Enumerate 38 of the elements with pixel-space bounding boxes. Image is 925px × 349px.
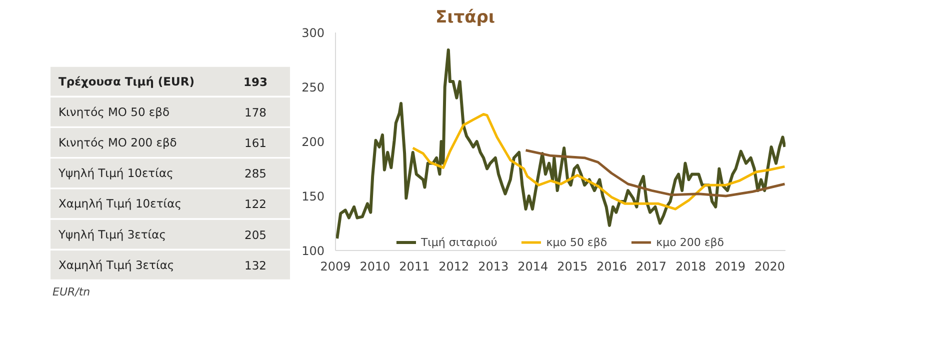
legend-label: κμο 50 εβδ <box>546 235 608 249</box>
data-label: 161 <box>244 136 266 150</box>
x-tick-label: 2011 <box>399 260 430 274</box>
x-tick-label: 2013 <box>478 260 509 274</box>
category-label: Υψηλή Τιμή 10ετίας <box>58 166 174 180</box>
data-label: 205 <box>244 228 266 242</box>
line-series <box>524 148 786 198</box>
legend-label: κμο 200 εβδ <box>656 235 724 249</box>
legend-label: Τιμή σιταριού <box>420 235 498 249</box>
x-tick-label: 2019 <box>714 260 746 274</box>
category-label: Χαμηλή Τιμή 10ετίας <box>58 196 182 211</box>
data-label: 132 <box>244 258 266 272</box>
x-tick-label: 2015 <box>557 260 588 274</box>
data-label: 285 <box>244 166 266 181</box>
text: EUR/tn <box>52 285 90 298</box>
x-tick-label: 2017 <box>636 260 667 274</box>
x-tick-label: 2009 <box>320 260 351 274</box>
y-tick-label: 300 <box>302 26 324 40</box>
data-label: 122 <box>244 197 266 212</box>
y-tick-label: 150 <box>302 190 324 204</box>
category-label: Κινητός ΜΟ 200 εβδ <box>58 136 177 150</box>
y-tick-label: 200 <box>302 135 324 149</box>
data-label: 178 <box>244 105 266 120</box>
x-tick-label: 2010 <box>360 260 390 274</box>
y-tick-label: 100 <box>302 244 324 258</box>
category-label: Χαμηλή Τιμή 3ετίας <box>58 258 174 272</box>
x-tick-label: 2016 <box>596 260 628 274</box>
line-series <box>412 113 786 210</box>
chart-title: Σιτάρι <box>436 8 496 28</box>
x-tick-label: 2018 <box>675 260 706 274</box>
y-tick-label: 250 <box>302 80 324 94</box>
data-label: 193 <box>243 74 268 89</box>
x-tick-label: 2012 <box>438 260 470 274</box>
x-tick-label: 2014 <box>518 260 548 274</box>
category-label: Τρέχουσα Τιμή (EUR) <box>58 74 194 88</box>
category-label: Υψηλή Τιμή 3ετίας <box>58 227 166 242</box>
category-label: Κινητός ΜΟ 50 εβδ <box>58 104 170 119</box>
x-tick-label: 2020 <box>754 260 785 274</box>
